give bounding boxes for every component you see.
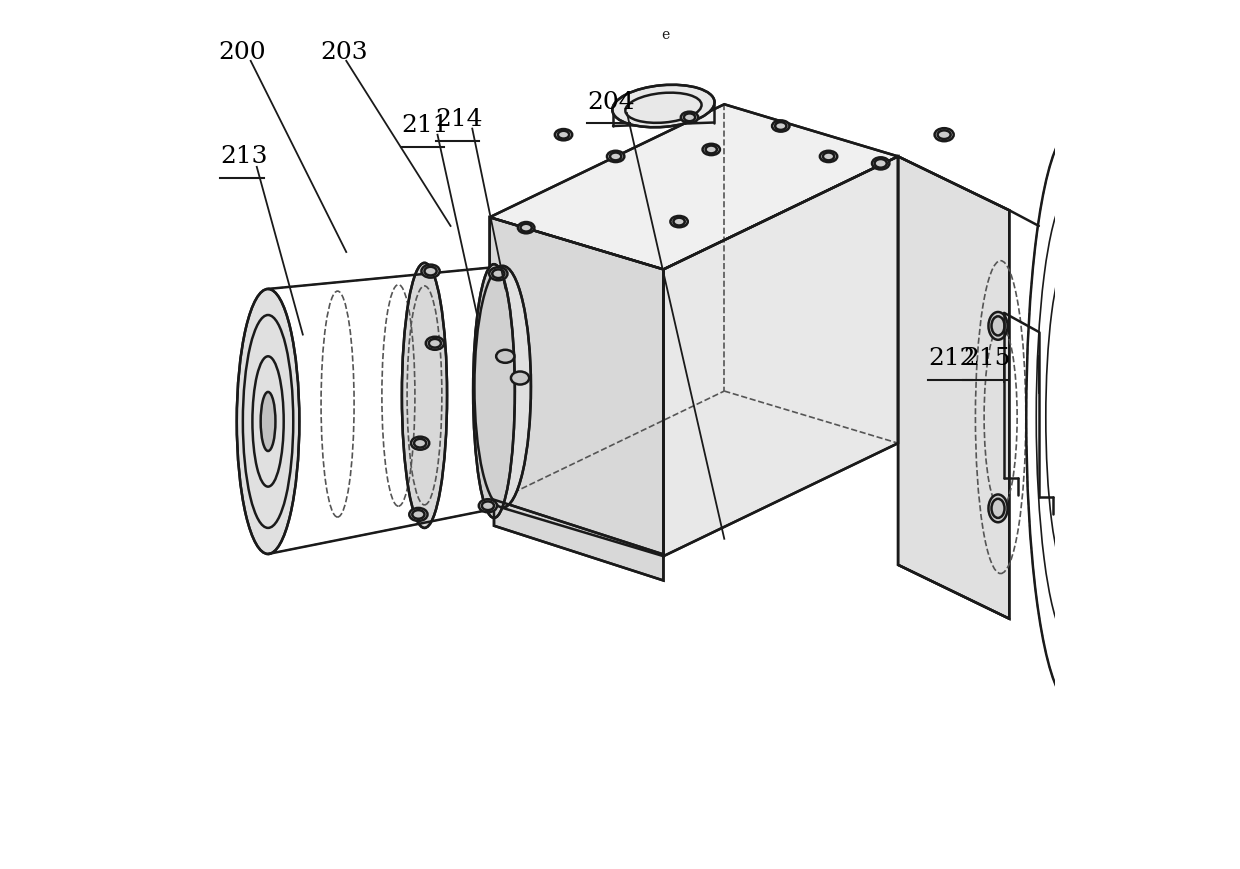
Ellipse shape	[703, 144, 720, 156]
Ellipse shape	[511, 372, 529, 384]
Ellipse shape	[988, 312, 1008, 340]
Ellipse shape	[554, 129, 572, 141]
Ellipse shape	[518, 222, 534, 233]
Text: 204: 204	[587, 90, 635, 114]
Ellipse shape	[490, 267, 507, 280]
Ellipse shape	[474, 264, 515, 518]
Ellipse shape	[681, 112, 698, 123]
Polygon shape	[663, 156, 898, 556]
Ellipse shape	[988, 494, 1008, 522]
Ellipse shape	[425, 336, 444, 350]
Text: 212: 212	[929, 347, 976, 370]
Polygon shape	[494, 500, 663, 580]
Ellipse shape	[496, 350, 515, 363]
Ellipse shape	[402, 262, 448, 528]
Polygon shape	[898, 156, 1009, 619]
Ellipse shape	[479, 499, 497, 513]
Ellipse shape	[260, 392, 275, 451]
Ellipse shape	[671, 216, 688, 228]
Text: 203: 203	[320, 41, 368, 64]
Ellipse shape	[773, 120, 790, 131]
Ellipse shape	[237, 289, 299, 554]
Text: 200: 200	[218, 41, 267, 64]
Text: 213: 213	[221, 145, 268, 169]
Text: 211: 211	[401, 114, 449, 137]
Text: 215: 215	[963, 347, 1011, 370]
Ellipse shape	[935, 128, 954, 142]
Polygon shape	[490, 217, 663, 556]
Ellipse shape	[820, 151, 837, 163]
Ellipse shape	[606, 151, 625, 163]
Ellipse shape	[409, 507, 428, 521]
Ellipse shape	[475, 266, 531, 507]
Ellipse shape	[872, 157, 889, 169]
Ellipse shape	[613, 85, 714, 127]
Text: e: e	[662, 28, 670, 42]
Ellipse shape	[422, 264, 440, 278]
Ellipse shape	[410, 436, 429, 450]
Text: 214: 214	[435, 108, 484, 131]
Polygon shape	[490, 104, 898, 269]
